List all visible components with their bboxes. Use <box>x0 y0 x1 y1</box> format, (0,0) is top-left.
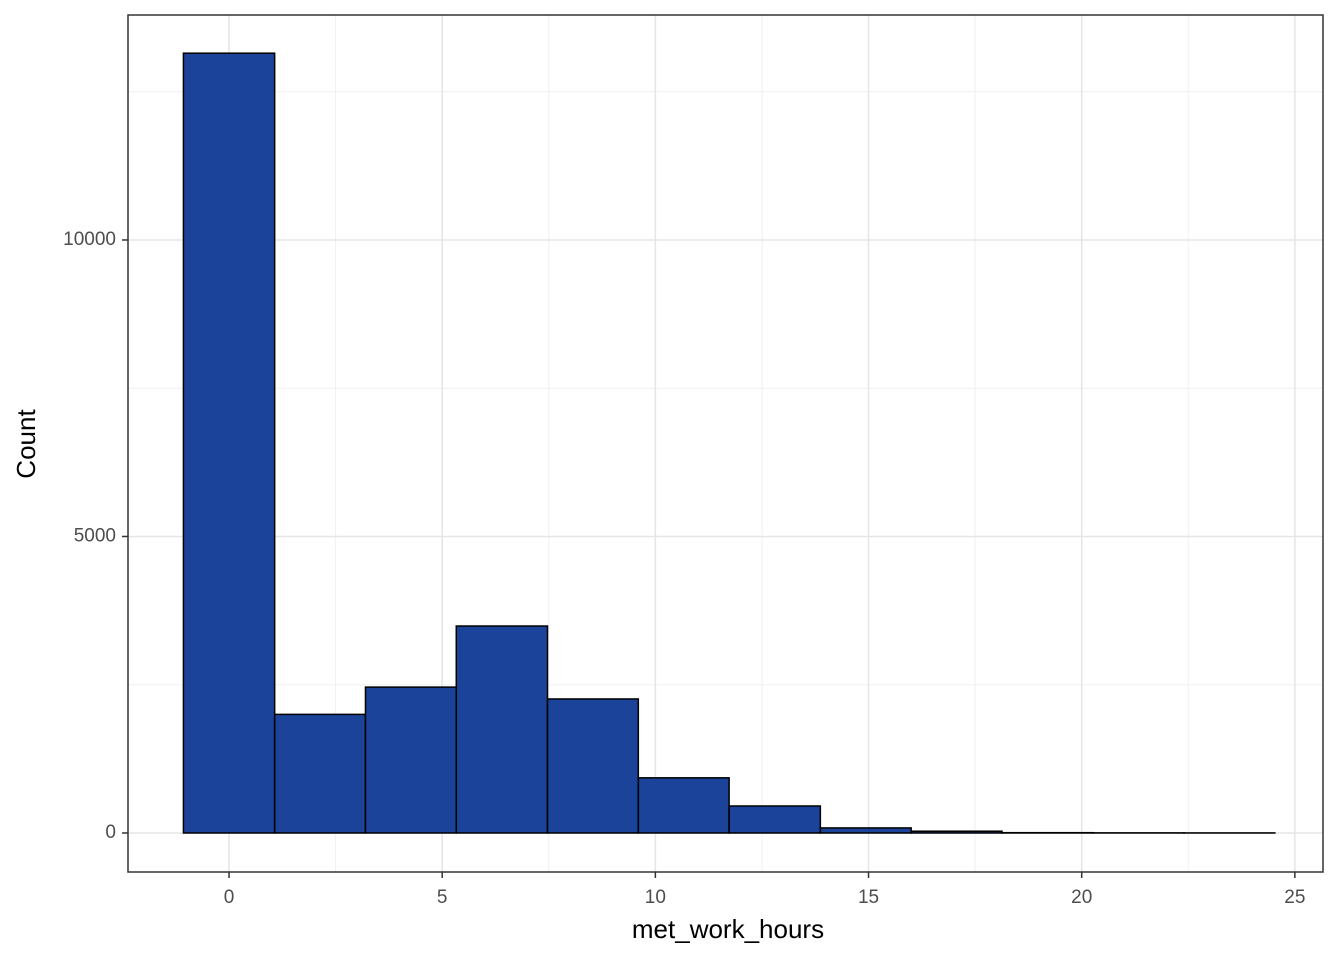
bar <box>728 805 822 834</box>
panel-border <box>127 14 1324 873</box>
bar <box>910 830 1003 834</box>
y-tick-label: 0 <box>105 822 116 843</box>
y-tick-label: 5000 <box>74 525 116 546</box>
bar <box>455 625 549 834</box>
x-tick-label: 0 <box>224 887 235 908</box>
bar <box>364 686 458 834</box>
bar <box>182 52 276 834</box>
x-tick-label: 10 <box>645 887 666 908</box>
x-tick-label: 25 <box>1284 887 1305 908</box>
bar <box>819 827 912 834</box>
bar <box>546 698 640 834</box>
x-tick-label: 15 <box>858 887 879 908</box>
x-axis-label: met_work_hours <box>632 914 824 944</box>
x-tick-label: 20 <box>1071 887 1092 908</box>
bar <box>273 713 367 834</box>
bar <box>637 777 730 834</box>
y-axis-label: Count <box>11 409 41 479</box>
x-tick-label: 5 <box>437 887 448 908</box>
y-tick-label: 10000 <box>63 229 116 250</box>
